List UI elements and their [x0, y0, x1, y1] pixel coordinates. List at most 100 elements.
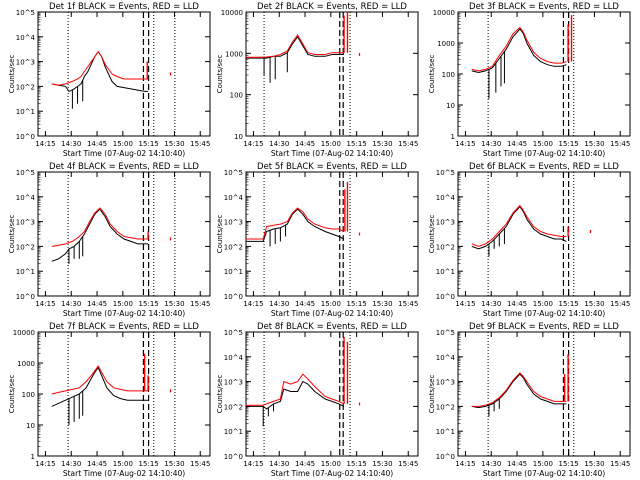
y-tick-label: 10^2 [436, 403, 455, 411]
x-tick-label: 15:45 [398, 300, 418, 308]
y-tick-label: 10^1 [224, 428, 243, 436]
plot-frame [37, 171, 211, 297]
chart-title: Det 6f BLACK = Events, RED = LLD [469, 162, 619, 172]
series-line-lld [51, 50, 149, 86]
y-tick-label: 10^2 [16, 243, 35, 251]
y-tick-label: 10^5 [436, 169, 455, 177]
y-axis-label: Counts/sec [428, 215, 436, 254]
y-tick-label: 10 [234, 133, 243, 141]
x-tick-label: 15:30 [372, 300, 392, 308]
y-axis-label: Counts/sec [216, 55, 224, 94]
y-axis-label: Counts/sec [428, 55, 436, 94]
y-tick-label: 10^2 [16, 83, 35, 91]
x-tick-label: 15:15 [559, 460, 579, 468]
x-tick-label: 14:15 [243, 300, 263, 308]
x-axis-label: Start Time (07-Aug-02 14:10:40) [271, 309, 393, 318]
series-line-events [471, 205, 567, 250]
chart-title: Det 3f BLACK = Events, RED = LLD [469, 2, 619, 12]
y-tick-label: 10 [446, 102, 455, 110]
y-tick-label: 10^5 [224, 169, 243, 177]
plot-frame [457, 171, 631, 297]
series-line-events [471, 28, 567, 74]
x-tick-label: 14:30 [269, 460, 289, 468]
x-tick-label: 15:00 [321, 140, 341, 148]
y-tick-label: 1000 [17, 360, 35, 368]
x-tick-label: 14:15 [243, 140, 263, 148]
y-tick-label: 10^1 [224, 268, 243, 276]
chart-panel-2: Det 2f BLACK = Events, RED = LLD 10 100 100… [216, 2, 419, 158]
series-line-lld [471, 26, 567, 72]
x-tick-label: 15:30 [372, 460, 392, 468]
x-tick-label: 15:00 [321, 300, 341, 308]
chart-panel-9: Det 9f BLACK = Events, RED = LLD 10^0 10^1… [428, 322, 631, 478]
y-tick-label: 1000 [225, 50, 243, 58]
chart-panel-8: Det 8f BLACK = Events, RED = LLD 10^0 10^1… [216, 322, 419, 478]
x-axis-label: Start Time (07-Aug-02 14:10:40) [63, 149, 185, 158]
plot-frame [245, 11, 419, 137]
y-tick-label: 10000 [221, 9, 243, 17]
x-tick-label: 14:45 [507, 460, 527, 468]
y-tick-label: 10^3 [224, 219, 243, 227]
chart-title: Det 9f BLACK = Events, RED = LLD [469, 322, 619, 332]
x-axis-label: Start Time (07-Aug-02 14:10:40) [483, 149, 605, 158]
x-tick-label: 15:15 [139, 460, 159, 468]
x-axis-label: Start Time (07-Aug-02 14:10:40) [271, 469, 393, 478]
x-tick-label: 14:45 [87, 460, 107, 468]
y-tick-label: 10^3 [436, 219, 455, 227]
chart-title: Det 1f BLACK = Events, RED = LLD [49, 2, 199, 12]
series-line-lld [51, 365, 149, 395]
chart-panel-4: Det 4f BLACK = Events, RED = LLD 10^0 10^1… [8, 162, 211, 318]
series-line-events [246, 380, 345, 410]
x-tick-label: 15:00 [533, 140, 553, 148]
chart-title: Det 7f BLACK = Events, RED = LLD [49, 322, 199, 332]
x-tick-label: 15:45 [190, 140, 210, 148]
y-tick-label: 10^5 [436, 329, 455, 337]
y-tick-label: 1000 [437, 40, 455, 48]
x-tick-label: 14:15 [455, 460, 475, 468]
y-tick-label: 10^3 [436, 379, 455, 387]
chart-title: Det 5f BLACK = Events, RED = LLD [257, 162, 407, 172]
x-tick-label: 15:30 [372, 140, 392, 148]
x-tick-label: 14:15 [455, 300, 475, 308]
y-tick-label: 1 [451, 133, 455, 141]
x-tick-label: 14:45 [295, 140, 315, 148]
series-line-events [246, 35, 344, 59]
x-tick-label: 15:30 [164, 300, 184, 308]
x-axis-label: Start Time (07-Aug-02 14:10:40) [63, 309, 185, 318]
plot-frame [457, 11, 631, 137]
x-tick-label: 14:45 [295, 460, 315, 468]
y-tick-label: 10^0 [16, 133, 35, 141]
y-axis-label: Counts/sec [8, 55, 16, 94]
x-tick-label: 15:15 [347, 140, 367, 148]
y-axis-label: Counts/sec [216, 215, 224, 254]
chart-panel-6: Det 6f BLACK = Events, RED = LLD 10^0 10^1… [428, 162, 631, 318]
x-tick-label: 14:45 [507, 140, 527, 148]
y-axis-label: Counts/sec [8, 215, 16, 254]
y-tick-label: 100 [442, 71, 455, 79]
x-tick-label: 14:15 [35, 460, 55, 468]
y-tick-label: 10^4 [16, 34, 36, 42]
series-line-events [246, 208, 345, 242]
x-tick-label: 15:45 [610, 140, 630, 148]
y-axis-label: Counts/sec [216, 375, 224, 414]
y-tick-label: 10^5 [16, 9, 35, 17]
y-tick-label: 10000 [433, 9, 455, 17]
x-tick-label: 15:15 [139, 140, 159, 148]
x-axis-label: Start Time (07-Aug-02 14:10:40) [63, 469, 185, 478]
x-tick-label: 14:15 [455, 140, 475, 148]
y-tick-label: 10^1 [16, 268, 35, 276]
x-tick-label: 15:45 [610, 300, 630, 308]
x-tick-label: 15:00 [113, 140, 133, 148]
y-tick-label: 10^1 [436, 268, 455, 276]
plot-frame [245, 171, 419, 297]
x-tick-label: 15:45 [398, 460, 418, 468]
x-tick-label: 15:00 [113, 300, 133, 308]
series-line-lld [471, 372, 567, 407]
x-tick-label: 15:15 [347, 460, 367, 468]
y-tick-label: 10^2 [436, 243, 455, 251]
plot-frame [457, 331, 631, 457]
x-tick-label: 15:15 [559, 300, 579, 308]
x-tick-label: 14:30 [481, 300, 501, 308]
series-line-events [51, 50, 149, 93]
